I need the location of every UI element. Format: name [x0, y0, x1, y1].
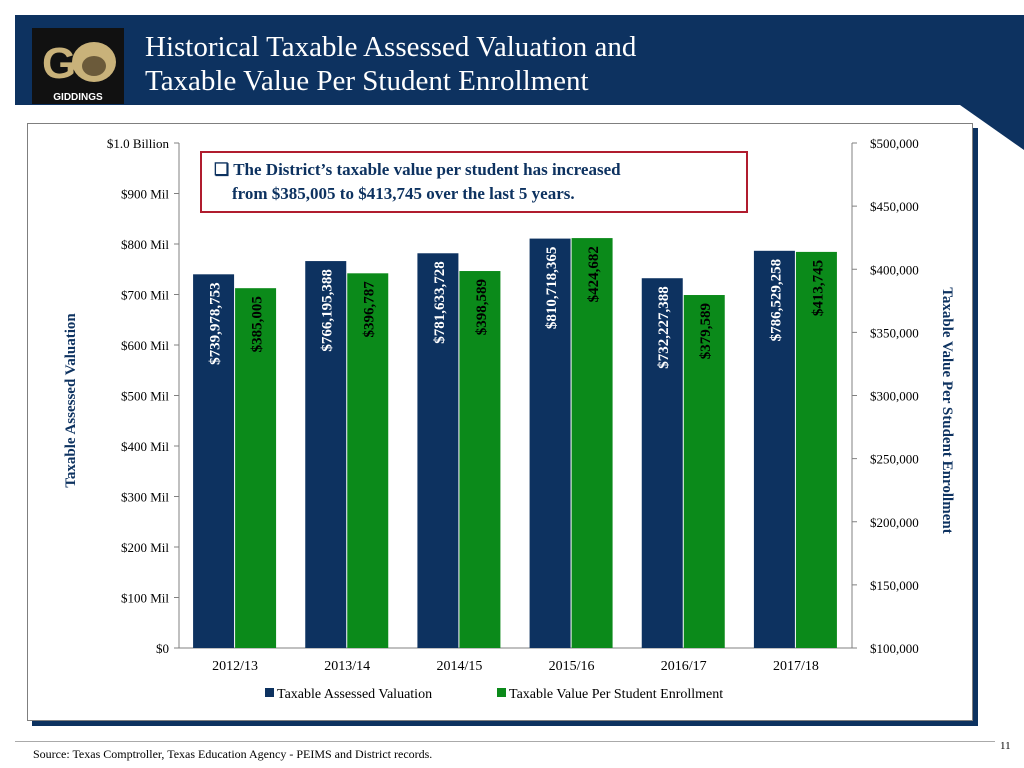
- category-label: 2016/17: [661, 659, 707, 674]
- right-axis-title: Taxable Value Per Student Enrollment: [939, 287, 955, 533]
- left-tick-label: $500 Mil: [121, 389, 169, 404]
- legend-label-valuation: Taxable Assessed Valuation: [277, 687, 432, 702]
- bar-valuation: [417, 253, 459, 648]
- right-tick-label: $100,000: [870, 641, 919, 656]
- bar-label-per-student: $413,745: [810, 260, 826, 316]
- category-label: 2014/15: [436, 659, 482, 674]
- logo-text: GIDDINGS: [53, 92, 103, 103]
- left-tick-label: $100 Mil: [121, 591, 169, 606]
- left-tick-label: $600 Mil: [121, 338, 169, 353]
- category-label: 2012/13: [212, 659, 258, 674]
- bar-valuation: [193, 274, 235, 648]
- svg-text:G: G: [42, 39, 76, 88]
- right-tick-label: $300,000: [870, 389, 919, 404]
- bar-label-valuation: $739,978,753: [208, 282, 224, 365]
- bar-label-valuation: $781,633,728: [432, 261, 448, 344]
- bar-label-per-student: $398,589: [474, 279, 490, 335]
- left-tick-label: $700 Mil: [121, 288, 169, 303]
- right-tick-label: $450,000: [870, 199, 919, 214]
- right-tick-label: $400,000: [870, 262, 919, 277]
- page-number: 11: [1000, 740, 1011, 752]
- callout-line-1: The District’s taxable value per student…: [233, 160, 621, 179]
- bar-per-student: [683, 295, 725, 648]
- chart: $0 $100 Mil $200 Mil $300 Mil $400 Mil $500 M…: [63, 136, 955, 702]
- legend-label-per-student: Taxable Value Per Student Enrollment: [509, 687, 723, 702]
- bar-label-valuation: $786,529,258: [768, 259, 784, 342]
- bar-label-valuation: $810,718,365: [544, 247, 560, 330]
- bar-valuation: [529, 238, 571, 648]
- title-line-1: Historical Taxable Assessed Valuation an…: [145, 31, 637, 63]
- left-axis-title: Taxable Assessed Valuation: [63, 313, 79, 488]
- left-tick-label: $300 Mil: [121, 490, 169, 505]
- right-tick-label: $150,000: [870, 578, 919, 593]
- category-label: 2015/16: [549, 659, 595, 674]
- left-tick-label: $200 Mil: [121, 540, 169, 555]
- category-label: 2017/18: [773, 659, 819, 674]
- page-title: Historical Taxable Assessed Valuation an…: [145, 30, 636, 98]
- bar-label-per-student: $379,589: [698, 303, 714, 359]
- source-note: Source: Texas Comptroller, Texas Educati…: [33, 747, 433, 761]
- right-tick-label: $350,000: [870, 325, 919, 340]
- right-tick-label: $250,000: [870, 452, 919, 467]
- bar-valuation: [305, 261, 347, 648]
- left-tick-label: $800 Mil: [121, 237, 169, 252]
- callout-line-2: from $385,005 to $413,745 over the last …: [232, 184, 575, 203]
- bar-per-student: [795, 251, 837, 648]
- bar-label-valuation: $732,227,388: [656, 286, 672, 369]
- bar-label-per-student: $396,787: [362, 281, 378, 338]
- right-tick-label: $500,000: [870, 136, 919, 151]
- legend-swatch-per-student: [497, 688, 506, 697]
- bar-per-student: [571, 238, 613, 648]
- legend-swatch-valuation: [265, 688, 274, 697]
- bar-label-valuation: $766,195,388: [320, 269, 336, 352]
- district-logo: G GIDDINGS: [32, 28, 124, 104]
- bar-per-student: [347, 273, 389, 648]
- title-line-2: Taxable Value Per Student Enrollment: [145, 65, 589, 97]
- left-tick-label: $400 Mil: [121, 439, 169, 454]
- bar-valuation: [641, 278, 683, 648]
- left-tick-label: $900 Mil: [121, 187, 169, 202]
- footer-divider: [15, 741, 995, 742]
- checkbox-bullet-icon: ❏: [214, 160, 230, 179]
- bar-valuation: [753, 250, 795, 648]
- bar-label-per-student: $424,682: [586, 246, 602, 302]
- bar-per-student: [459, 271, 501, 648]
- left-tick-label: $1.0 Billion: [107, 136, 170, 151]
- bar-per-student: [235, 288, 277, 648]
- left-tick-label: $0: [156, 641, 169, 656]
- header-bar: [15, 15, 1024, 105]
- right-tick-label: $200,000: [870, 515, 919, 530]
- bar-label-per-student: $385,005: [250, 296, 266, 352]
- callout-box: ❏ The District’s taxable value per stude…: [200, 151, 748, 213]
- category-label: 2013/14: [324, 659, 370, 674]
